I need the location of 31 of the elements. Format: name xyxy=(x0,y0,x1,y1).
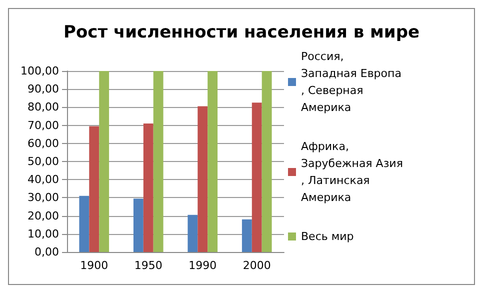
y-tick-label: 80,00 xyxy=(28,100,59,114)
x-tick-label: 1900 xyxy=(80,259,108,272)
legend-label: Весь мир xyxy=(301,230,354,243)
bar xyxy=(198,106,208,252)
y-tick-label: 30,00 xyxy=(28,191,59,204)
bar xyxy=(252,102,262,252)
bar xyxy=(262,71,272,252)
bar xyxy=(242,219,252,252)
legend-label: Африка, Зарубежная Азия, Латинская Америка xyxy=(301,140,403,204)
legend-label: Россия, Западная Европа, Северная Америка xyxy=(301,50,402,114)
bar xyxy=(188,214,198,252)
y-tick-label: 50,00 xyxy=(28,155,59,168)
x-tick-label: 2000 xyxy=(242,259,271,272)
bar xyxy=(133,198,144,252)
bar xyxy=(99,71,110,252)
y-tick-label: 40,00 xyxy=(28,173,59,186)
x-tick-label: 1990 xyxy=(188,259,217,272)
bar xyxy=(153,71,164,252)
y-tick-label: 0,00 xyxy=(34,246,59,258)
bar xyxy=(208,71,218,252)
y-tick-label: 90,00 xyxy=(28,82,59,96)
y-tick-label: 70,00 xyxy=(28,118,59,132)
bar xyxy=(89,126,100,252)
y-tick-label: 60,00 xyxy=(28,136,59,150)
x-tick-label: 1950 xyxy=(134,259,162,272)
y-tick-label: 100,00 xyxy=(20,64,59,78)
bar xyxy=(143,123,154,252)
y-tick-label: 10,00 xyxy=(28,227,59,240)
chart-title: Рост численности населения в мире xyxy=(63,22,420,42)
y-tick-label: 20,00 xyxy=(28,209,59,222)
bar xyxy=(79,196,90,252)
